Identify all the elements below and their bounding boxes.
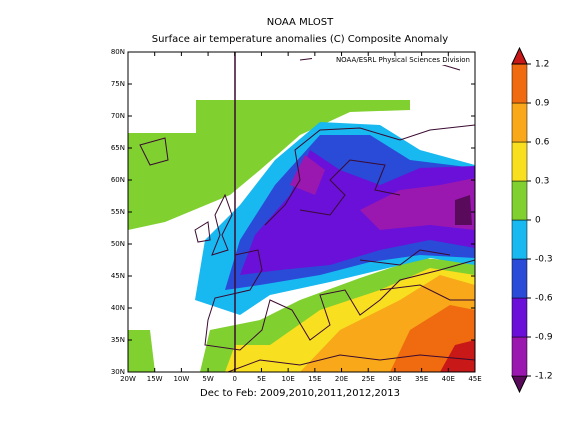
green-region	[128, 100, 410, 230]
colorbar-segment	[511, 102, 528, 143]
y-tick-label: 65N	[111, 144, 125, 152]
colorbar-segment	[511, 336, 528, 377]
x-tick-label: 5E	[257, 375, 266, 383]
colorbar-tick-label: -0.9	[535, 333, 553, 343]
y-tick-label: 55N	[111, 208, 125, 216]
green-region	[128, 330, 155, 372]
x-tick-label: 10W	[173, 375, 189, 383]
colorbar-segment	[511, 297, 528, 338]
x-tick-label: 40E	[442, 375, 455, 383]
y-tick-label: 40N	[111, 304, 125, 312]
colorbar-tick-label: -1.2	[535, 372, 553, 382]
y-tick-label: 80N	[111, 48, 125, 56]
x-tick-label: 25E	[362, 375, 375, 383]
y-tick-label: 45N	[111, 272, 125, 280]
colorbar-tick-label: 1.2	[535, 60, 549, 70]
coastline	[264, 124, 476, 226]
y-tick-label: 30N	[111, 368, 125, 376]
colorbar-tick-label: -0.3	[535, 255, 553, 265]
y-tick-label: 35N	[111, 336, 125, 344]
colorbar-segment	[511, 258, 528, 299]
x-tick-label: 10E	[281, 375, 294, 383]
anomaly-field	[128, 52, 475, 372]
colorbar-end	[511, 375, 528, 394]
x-tick-label: 30E	[388, 375, 401, 383]
y-tick-label: 60N	[111, 176, 125, 184]
caption: Dec to Feb: 2009,2010,2011,2012,2013	[200, 388, 400, 399]
colorbar-tick-label: 0.9	[535, 99, 550, 109]
credit-box	[312, 54, 472, 65]
colorbar-segment	[511, 63, 528, 104]
colorbar-tick-label: 0.6	[535, 138, 550, 148]
coastline	[227, 354, 476, 373]
x-tick-label: 0	[233, 375, 237, 383]
x-tick-label: 45E	[468, 375, 481, 383]
colorbar-segment	[511, 219, 528, 260]
credit: NOAA/ESRL Physical Sciences Division	[336, 56, 470, 64]
coastline	[211, 193, 233, 256]
purple-region	[290, 155, 475, 230]
y-tick-label: 50N	[111, 240, 125, 248]
colorbar-end	[511, 46, 528, 65]
subtitle: Surface air temperature anomalies (C) Co…	[152, 34, 449, 45]
x-tick-label: 15E	[308, 375, 321, 383]
dark-purple-region	[455, 195, 472, 225]
colorbar-tick-label: -0.6	[535, 294, 553, 304]
colorbar-tick-label: 0	[535, 216, 541, 226]
x-tick-label: 5W	[202, 375, 213, 383]
x-tick-label: 35E	[415, 375, 428, 383]
colorbar-segment	[511, 141, 528, 182]
coastline	[359, 249, 475, 301]
colorbar-tick-label: 0.3	[535, 177, 549, 187]
coastline	[299, 159, 401, 216]
axes: 20W 15W 10W 5W 0 5E 10E 15E 20E 25E 30E 35E 40E 45E 30…	[111, 48, 482, 383]
coastline	[204, 249, 476, 351]
title: NOAA MLOST	[267, 17, 334, 28]
y-tick-label: 75N	[111, 80, 125, 88]
colorbar-segment	[511, 180, 528, 221]
colorbar: -1.2 -0.9 -0.6 -0.3 0 0.3 0.6 0.9 1.2	[511, 46, 553, 394]
coastline	[194, 221, 211, 243]
x-tick-label: 20W	[120, 375, 136, 383]
red-region	[440, 340, 475, 372]
x-tick-label: 20E	[335, 375, 348, 383]
coastline	[139, 137, 169, 166]
x-tick-label: 15W	[147, 375, 163, 383]
y-tick-label: 70N	[111, 112, 125, 120]
